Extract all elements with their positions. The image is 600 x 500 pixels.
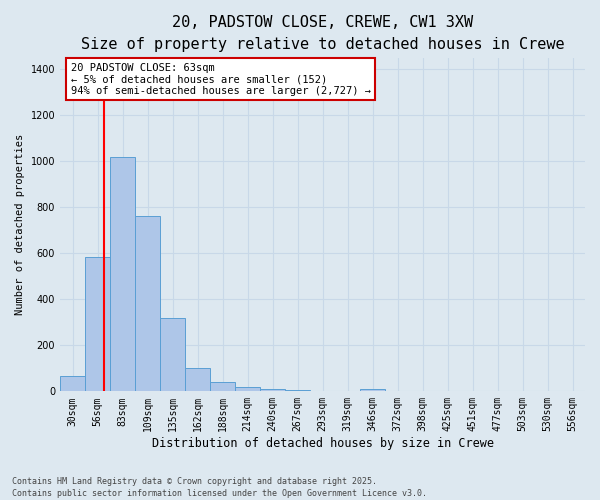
Bar	[260, 389, 285, 392]
Title: 20, PADSTOW CLOSE, CREWE, CW1 3XW
Size of property relative to detached houses i: 20, PADSTOW CLOSE, CREWE, CW1 3XW Size o…	[81, 15, 565, 52]
Bar	[60, 376, 85, 392]
X-axis label: Distribution of detached houses by size in Crewe: Distribution of detached houses by size …	[152, 437, 494, 450]
Text: 20 PADSTOW CLOSE: 63sqm
← 5% of detached houses are smaller (152)
94% of semi-de: 20 PADSTOW CLOSE: 63sqm ← 5% of detached…	[71, 62, 371, 96]
Y-axis label: Number of detached properties: Number of detached properties	[15, 134, 25, 315]
Text: Contains HM Land Registry data © Crown copyright and database right 2025.
Contai: Contains HM Land Registry data © Crown c…	[12, 476, 427, 498]
Bar	[360, 390, 385, 392]
Bar	[185, 368, 210, 392]
Bar	[160, 318, 185, 392]
Bar	[210, 382, 235, 392]
Bar	[85, 256, 110, 392]
Bar	[235, 386, 260, 392]
Bar	[285, 390, 310, 392]
Bar	[135, 216, 160, 392]
Bar	[110, 156, 135, 392]
